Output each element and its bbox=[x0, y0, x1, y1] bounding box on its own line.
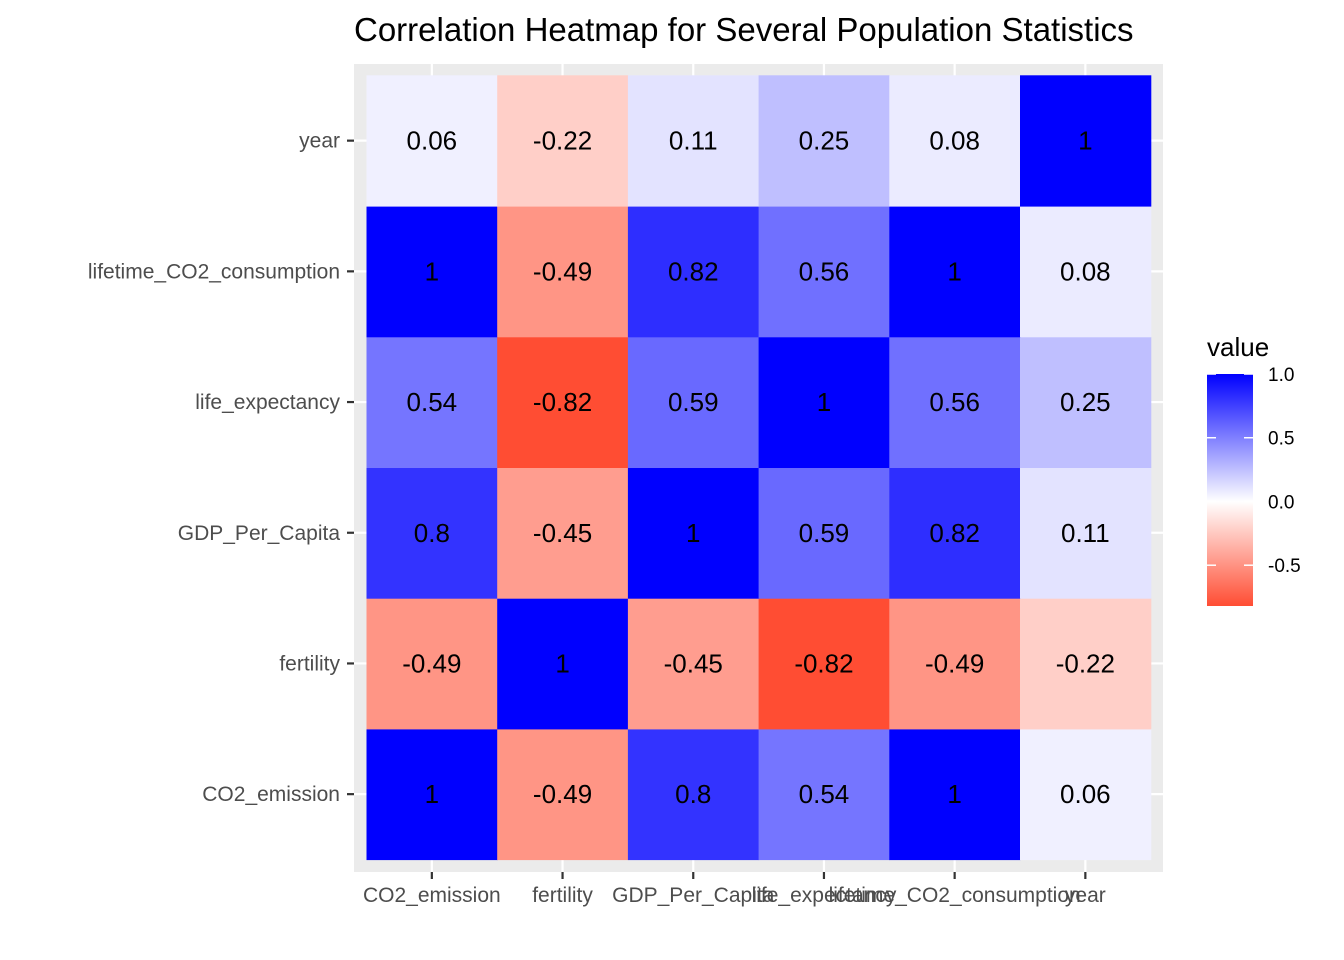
heatmap-cell bbox=[627, 467, 760, 599]
heatmap-cell bbox=[1020, 336, 1152, 468]
cell-value-label: 0.56 bbox=[799, 256, 850, 286]
heatmap-cell bbox=[627, 75, 760, 207]
y-tick-label: lifetime_CO2_consumption bbox=[88, 260, 340, 283]
cell-value-label: 0.06 bbox=[407, 126, 458, 156]
x-tick-label: year bbox=[1065, 884, 1106, 907]
heatmap-cell bbox=[758, 206, 890, 338]
y-axis: CO2_emission fertility GDP_Per_Capita life_… bbox=[88, 130, 354, 806]
x-tick-label: lifetime_CO2_consumption bbox=[829, 884, 1081, 907]
x-tick-label: fertility bbox=[532, 884, 593, 907]
heatmap-cell bbox=[497, 336, 629, 468]
cell-value-label: 0.59 bbox=[668, 387, 719, 417]
cell-value-label: 0.54 bbox=[407, 387, 458, 417]
heatmap-cell bbox=[889, 206, 1021, 338]
cell-value-label: -0.45 bbox=[533, 518, 592, 548]
x-tick-label: CO2_emission bbox=[363, 884, 501, 907]
cell-value-label: 1 bbox=[1078, 126, 1092, 156]
cell-value-label: -0.82 bbox=[533, 387, 592, 417]
cell-value-label: -0.49 bbox=[925, 648, 984, 678]
heatmap-cell bbox=[497, 598, 629, 730]
legend: value 1.0 0.5 0.0 -0.5 bbox=[1207, 332, 1301, 606]
y-tick-label: fertility bbox=[279, 652, 340, 675]
cell-value-label: 0.82 bbox=[668, 256, 719, 286]
heatmap-cell bbox=[366, 75, 498, 207]
cell-value-label: 1 bbox=[425, 256, 439, 286]
cell-value-label: 0.59 bbox=[799, 518, 850, 548]
cell-value-label: 0.11 bbox=[669, 126, 718, 156]
heatmap-cell bbox=[1020, 728, 1152, 861]
cell-value-label: -0.49 bbox=[533, 779, 592, 809]
heatmap-cell bbox=[497, 206, 629, 338]
legend-title: value bbox=[1207, 332, 1269, 362]
legend-tick-label: -0.5 bbox=[1268, 556, 1301, 577]
cell-value-label: 0.54 bbox=[799, 779, 850, 809]
heatmap-cell bbox=[889, 467, 1021, 599]
heatmap-cell bbox=[366, 206, 498, 338]
cell-value-label: 1 bbox=[425, 779, 439, 809]
cell-value-label: -0.22 bbox=[1056, 648, 1115, 678]
cell-value-label: -0.22 bbox=[533, 126, 592, 156]
x-tick-label: GDP_Per_Capita bbox=[612, 884, 775, 907]
heatmap-cell bbox=[1020, 206, 1152, 338]
cell-value-label: 0.56 bbox=[929, 387, 980, 417]
heatmap-cell bbox=[758, 75, 890, 207]
legend-tick-label: 1.0 bbox=[1268, 365, 1294, 386]
x-axis: CO2_emission fertility GDP_Per_Capitalife_… bbox=[363, 872, 1106, 907]
legend-colorbar bbox=[1207, 374, 1253, 606]
heatmap-cell bbox=[627, 728, 760, 861]
heatmap-cell bbox=[627, 598, 760, 730]
heatmap-cell bbox=[889, 728, 1021, 861]
heatmap-cell bbox=[366, 467, 498, 599]
heatmap-cell bbox=[1020, 467, 1152, 599]
heatmap-cell bbox=[758, 467, 890, 599]
cell-value-label: 0.06 bbox=[1060, 779, 1111, 809]
cell-value-label: 0.82 bbox=[929, 518, 980, 548]
y-tick-label: GDP_Per_Capita bbox=[178, 522, 341, 545]
heatmap-cell bbox=[889, 598, 1021, 730]
heatmap-cell bbox=[497, 728, 629, 861]
y-tick-label: CO2_emission bbox=[202, 783, 340, 806]
chart-title: Correlation Heatmap for Several Populati… bbox=[354, 11, 1134, 48]
cell-value-label: 0.11 bbox=[1061, 518, 1110, 548]
heatmap-cell bbox=[1020, 598, 1152, 730]
cell-value-label: 0.08 bbox=[1060, 256, 1111, 286]
cell-value-label: -0.82 bbox=[794, 648, 853, 678]
y-tick-label: life_expectancy bbox=[195, 391, 340, 414]
y-tick-label: year bbox=[299, 130, 340, 153]
legend-tick-label: 0.5 bbox=[1268, 429, 1294, 450]
cell-value-label: 0.8 bbox=[675, 779, 711, 809]
heatmap-cell bbox=[366, 728, 498, 861]
heatmap-cells bbox=[366, 75, 1152, 861]
heatmap-cell bbox=[497, 467, 629, 599]
heatmap-cell bbox=[1020, 75, 1152, 207]
cell-value-label: 0.25 bbox=[799, 126, 850, 156]
cell-value-label: 0.8 bbox=[414, 518, 450, 548]
cell-value-labels: 1 -0.49 0.8 0.54 1 0.06 -0.49 1 -0.45 -0.82 -0.49 -… bbox=[402, 126, 1115, 810]
cell-value-label: 1 bbox=[947, 256, 961, 286]
heatmap-cell bbox=[889, 75, 1021, 207]
heatmap-cell bbox=[627, 206, 760, 338]
heatmap-cell bbox=[758, 728, 890, 861]
heatmap-cell bbox=[758, 598, 890, 730]
cell-value-label: 1 bbox=[555, 648, 569, 678]
cell-value-label: 1 bbox=[947, 779, 961, 809]
cell-value-label: -0.45 bbox=[664, 648, 723, 678]
legend-tick-label: 0.0 bbox=[1268, 492, 1294, 513]
cell-value-label: 1 bbox=[686, 518, 700, 548]
heatmap-cell bbox=[627, 336, 760, 468]
cell-value-label: -0.49 bbox=[533, 256, 592, 286]
cell-value-label: 0.08 bbox=[929, 126, 980, 156]
heatmap-cell bbox=[366, 598, 498, 730]
heatmap-cell bbox=[889, 336, 1021, 468]
cell-value-label: 0.25 bbox=[1060, 387, 1111, 417]
heatmap-cell bbox=[366, 336, 498, 468]
x-tick-label: life_expectancy bbox=[752, 884, 897, 907]
heatmap-cell bbox=[497, 75, 629, 207]
heatmap-cell bbox=[758, 336, 890, 468]
cell-value-label: 1 bbox=[817, 387, 831, 417]
cell-value-label: -0.49 bbox=[402, 648, 461, 678]
